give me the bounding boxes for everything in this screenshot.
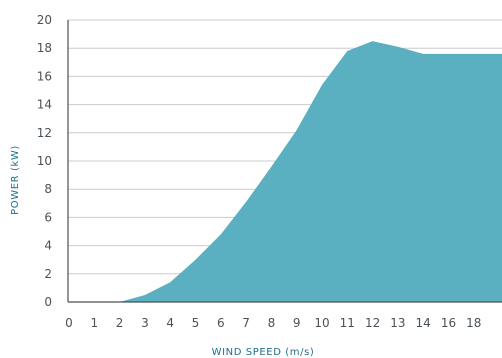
axes xyxy=(67,20,502,303)
y-axis-title: POWER (kW) xyxy=(10,145,21,215)
x-tick-label-18: 18 xyxy=(466,316,481,330)
y-tick-label-0: 0 xyxy=(44,295,52,309)
x-axis-title: WIND SPEED (m/s) xyxy=(212,347,315,358)
power-area xyxy=(69,41,502,303)
x-tick-label-4: 4 xyxy=(166,316,174,330)
y-tick-label-20: 20 xyxy=(37,13,52,27)
x-tick-label-10: 10 xyxy=(314,316,329,330)
x-tick-label-12: 12 xyxy=(365,316,380,330)
x-tick-labels: 0 1 2 3 4 5 6 7 8 9 10 11 12 13 14 16 18 xyxy=(65,316,481,330)
x-tick-label-16: 16 xyxy=(441,316,456,330)
y-tick-label-6: 6 xyxy=(44,210,52,224)
x-tick-label-8: 8 xyxy=(268,316,276,330)
x-tick-label-3: 3 xyxy=(141,316,149,330)
x-tick-label-0: 0 xyxy=(65,316,73,330)
y-tick-labels: 0 2 4 6 8 10 12 14 16 18 20 xyxy=(37,13,52,309)
y-tick-label-18: 18 xyxy=(37,41,52,55)
y-tick-label-12: 12 xyxy=(37,126,52,140)
x-tick-label-9: 9 xyxy=(293,316,301,330)
x-tick-label-2: 2 xyxy=(116,316,124,330)
x-tick-label-6: 6 xyxy=(217,316,225,330)
y-tick-label-4: 4 xyxy=(44,239,52,253)
x-tick-label-1: 1 xyxy=(90,316,98,330)
x-tick-label-5: 5 xyxy=(192,316,200,330)
x-tick-label-7: 7 xyxy=(242,316,250,330)
y-tick-label-2: 2 xyxy=(44,267,52,281)
y-tick-label-16: 16 xyxy=(37,69,52,83)
x-tick-label-13: 13 xyxy=(390,316,405,330)
x-tick-label-11: 11 xyxy=(340,316,355,330)
y-tick-label-10: 10 xyxy=(37,154,52,168)
y-tick-label-8: 8 xyxy=(44,182,52,196)
y-tick-label-14: 14 xyxy=(37,98,52,112)
x-tick-label-14: 14 xyxy=(416,316,431,330)
